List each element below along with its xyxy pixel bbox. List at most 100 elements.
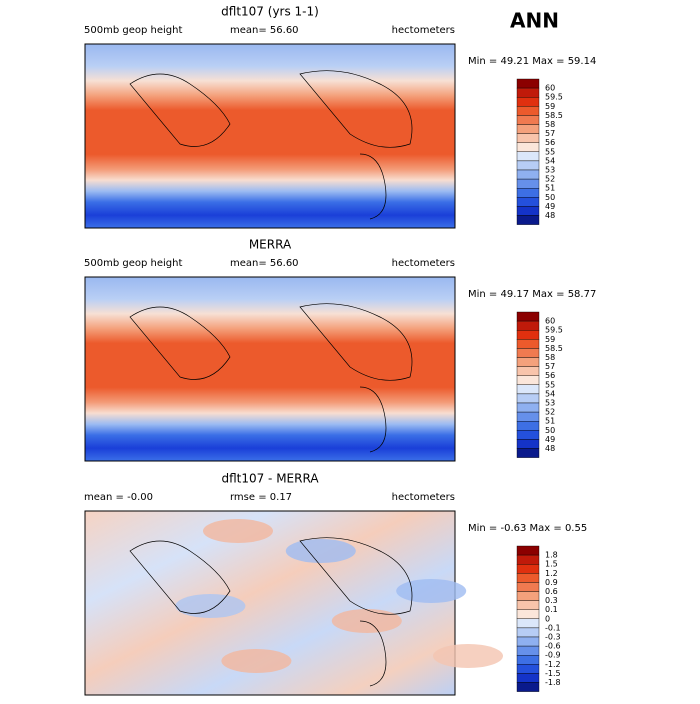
colorbar-box xyxy=(516,673,540,683)
colorbar-box xyxy=(516,87,540,98)
colorbar-label: 59 xyxy=(545,335,555,344)
colorbar-box xyxy=(516,339,540,349)
anomaly-blob xyxy=(285,539,356,563)
colorbar-box xyxy=(516,169,540,180)
panel-left-label: 500mb geop height xyxy=(84,258,182,269)
colorbar-label: 56 xyxy=(545,138,555,147)
colorbar-box xyxy=(516,582,540,592)
colorbar-box xyxy=(516,115,540,125)
colorbar-label: 52 xyxy=(545,408,555,417)
panel-title: dflt107 - MERRA xyxy=(221,472,319,486)
colorbar-label: 59.5 xyxy=(545,93,563,102)
colorbar-box xyxy=(516,627,540,638)
colorbar-label: 1.8 xyxy=(545,551,558,560)
colorbar-label: 1.5 xyxy=(545,560,558,569)
colorbar-label: 57 xyxy=(545,362,555,371)
colorbar-box xyxy=(516,664,540,674)
colorbar-label: -1.2 xyxy=(545,660,561,669)
colorbar-box xyxy=(516,96,540,107)
colorbar-label: 60 xyxy=(545,317,555,326)
colorbar-label: 57 xyxy=(545,129,555,138)
panel-middle-label: mean= 56.60 xyxy=(230,25,299,36)
colorbar-box xyxy=(516,133,540,143)
colorbar-box xyxy=(516,206,540,216)
panel-title: dflt107 (yrs 1-1) xyxy=(221,5,319,19)
anomaly-blob xyxy=(203,519,273,543)
colorbar-box xyxy=(516,564,540,574)
colorbar-box xyxy=(516,384,540,395)
map-field xyxy=(84,43,456,229)
coastline xyxy=(129,70,413,220)
colorbar-label: -1.8 xyxy=(545,678,561,687)
colorbar-box xyxy=(516,160,540,171)
range-label: Min = -0.63 Max = 0.55 xyxy=(468,523,587,534)
colorbar-label: 60 xyxy=(545,84,555,93)
map-field xyxy=(84,276,456,462)
colorbar-label: 56 xyxy=(545,371,555,380)
colorbar-label: 0.1 xyxy=(545,605,558,614)
colorbar-box xyxy=(516,609,540,620)
colorbar-label: 58 xyxy=(545,120,555,129)
panel-units: hectometers xyxy=(392,258,455,269)
colorbar-box xyxy=(516,448,540,458)
colorbar-box xyxy=(516,393,540,404)
colorbar-label: 48 xyxy=(545,211,555,220)
colorbar-label: 0.6 xyxy=(545,587,558,596)
colorbar-label: 55 xyxy=(545,147,555,156)
colorbar-box xyxy=(516,545,540,556)
colorbar-box xyxy=(516,439,540,449)
colorbar-label: 54 xyxy=(545,156,555,165)
colorbar-label: 49 xyxy=(545,435,555,444)
colorbar-box xyxy=(516,375,540,386)
colorbar-box xyxy=(516,311,540,322)
colorbar-label: -0.1 xyxy=(545,623,561,632)
colorbar-box xyxy=(516,591,540,601)
colorbar-label: 53 xyxy=(545,166,555,175)
colorbar-box xyxy=(516,411,540,422)
colorbar-box xyxy=(516,106,540,116)
panel-middle-label: rmse = 0.17 xyxy=(230,492,292,503)
colorbar-box xyxy=(516,348,540,358)
colorbar-box xyxy=(516,215,540,225)
colorbar-label: 59.5 xyxy=(545,326,563,335)
colorbar-box xyxy=(516,645,540,656)
colorbar-label: 0 xyxy=(545,614,550,623)
colorbar-box xyxy=(516,330,540,340)
colorbar-box xyxy=(516,430,540,440)
colorbar-box xyxy=(516,142,540,152)
colorbar-label: 58.5 xyxy=(545,111,563,120)
panel-title: MERRA xyxy=(249,238,292,252)
colorbar-label: 48 xyxy=(545,444,555,453)
colorbar-label: 0.9 xyxy=(545,578,558,587)
range-label: Min = 49.17 Max = 58.77 xyxy=(468,289,596,300)
colorbar-label: 51 xyxy=(545,417,555,426)
colorbar-label: -0.6 xyxy=(545,642,561,651)
colorbar-box xyxy=(516,78,540,89)
colorbar-box xyxy=(516,554,540,565)
colorbar-box xyxy=(516,402,540,413)
colorbar-label: 49 xyxy=(545,202,555,211)
colorbar-box xyxy=(516,618,540,629)
colorbar-label: 58.5 xyxy=(545,344,563,353)
colorbar-box xyxy=(516,421,540,431)
colorbar-box xyxy=(516,320,540,331)
colorbar-box xyxy=(516,600,540,610)
colorbar-label: 54 xyxy=(545,389,555,398)
colorbar-label: -0.9 xyxy=(545,651,561,660)
colorbar-box xyxy=(516,187,540,198)
colorbar-box xyxy=(516,655,540,665)
coastline xyxy=(129,537,413,687)
colorbar-box xyxy=(516,197,540,207)
colorbar-label: 59 xyxy=(545,102,555,111)
colorbar-label: 1.2 xyxy=(545,569,558,578)
panel-middle-label: mean= 56.60 xyxy=(230,258,299,269)
colorbar-label: 58 xyxy=(545,353,555,362)
colorbar-label: 52 xyxy=(545,175,555,184)
colorbar-box xyxy=(516,124,540,134)
colorbar-box xyxy=(516,357,540,367)
panel-left-label: 500mb geop height xyxy=(84,25,182,36)
panel-units: hectometers xyxy=(392,25,455,36)
colorbar-box xyxy=(516,573,540,583)
colorbar-box xyxy=(516,151,540,162)
colorbar-box xyxy=(516,682,540,692)
